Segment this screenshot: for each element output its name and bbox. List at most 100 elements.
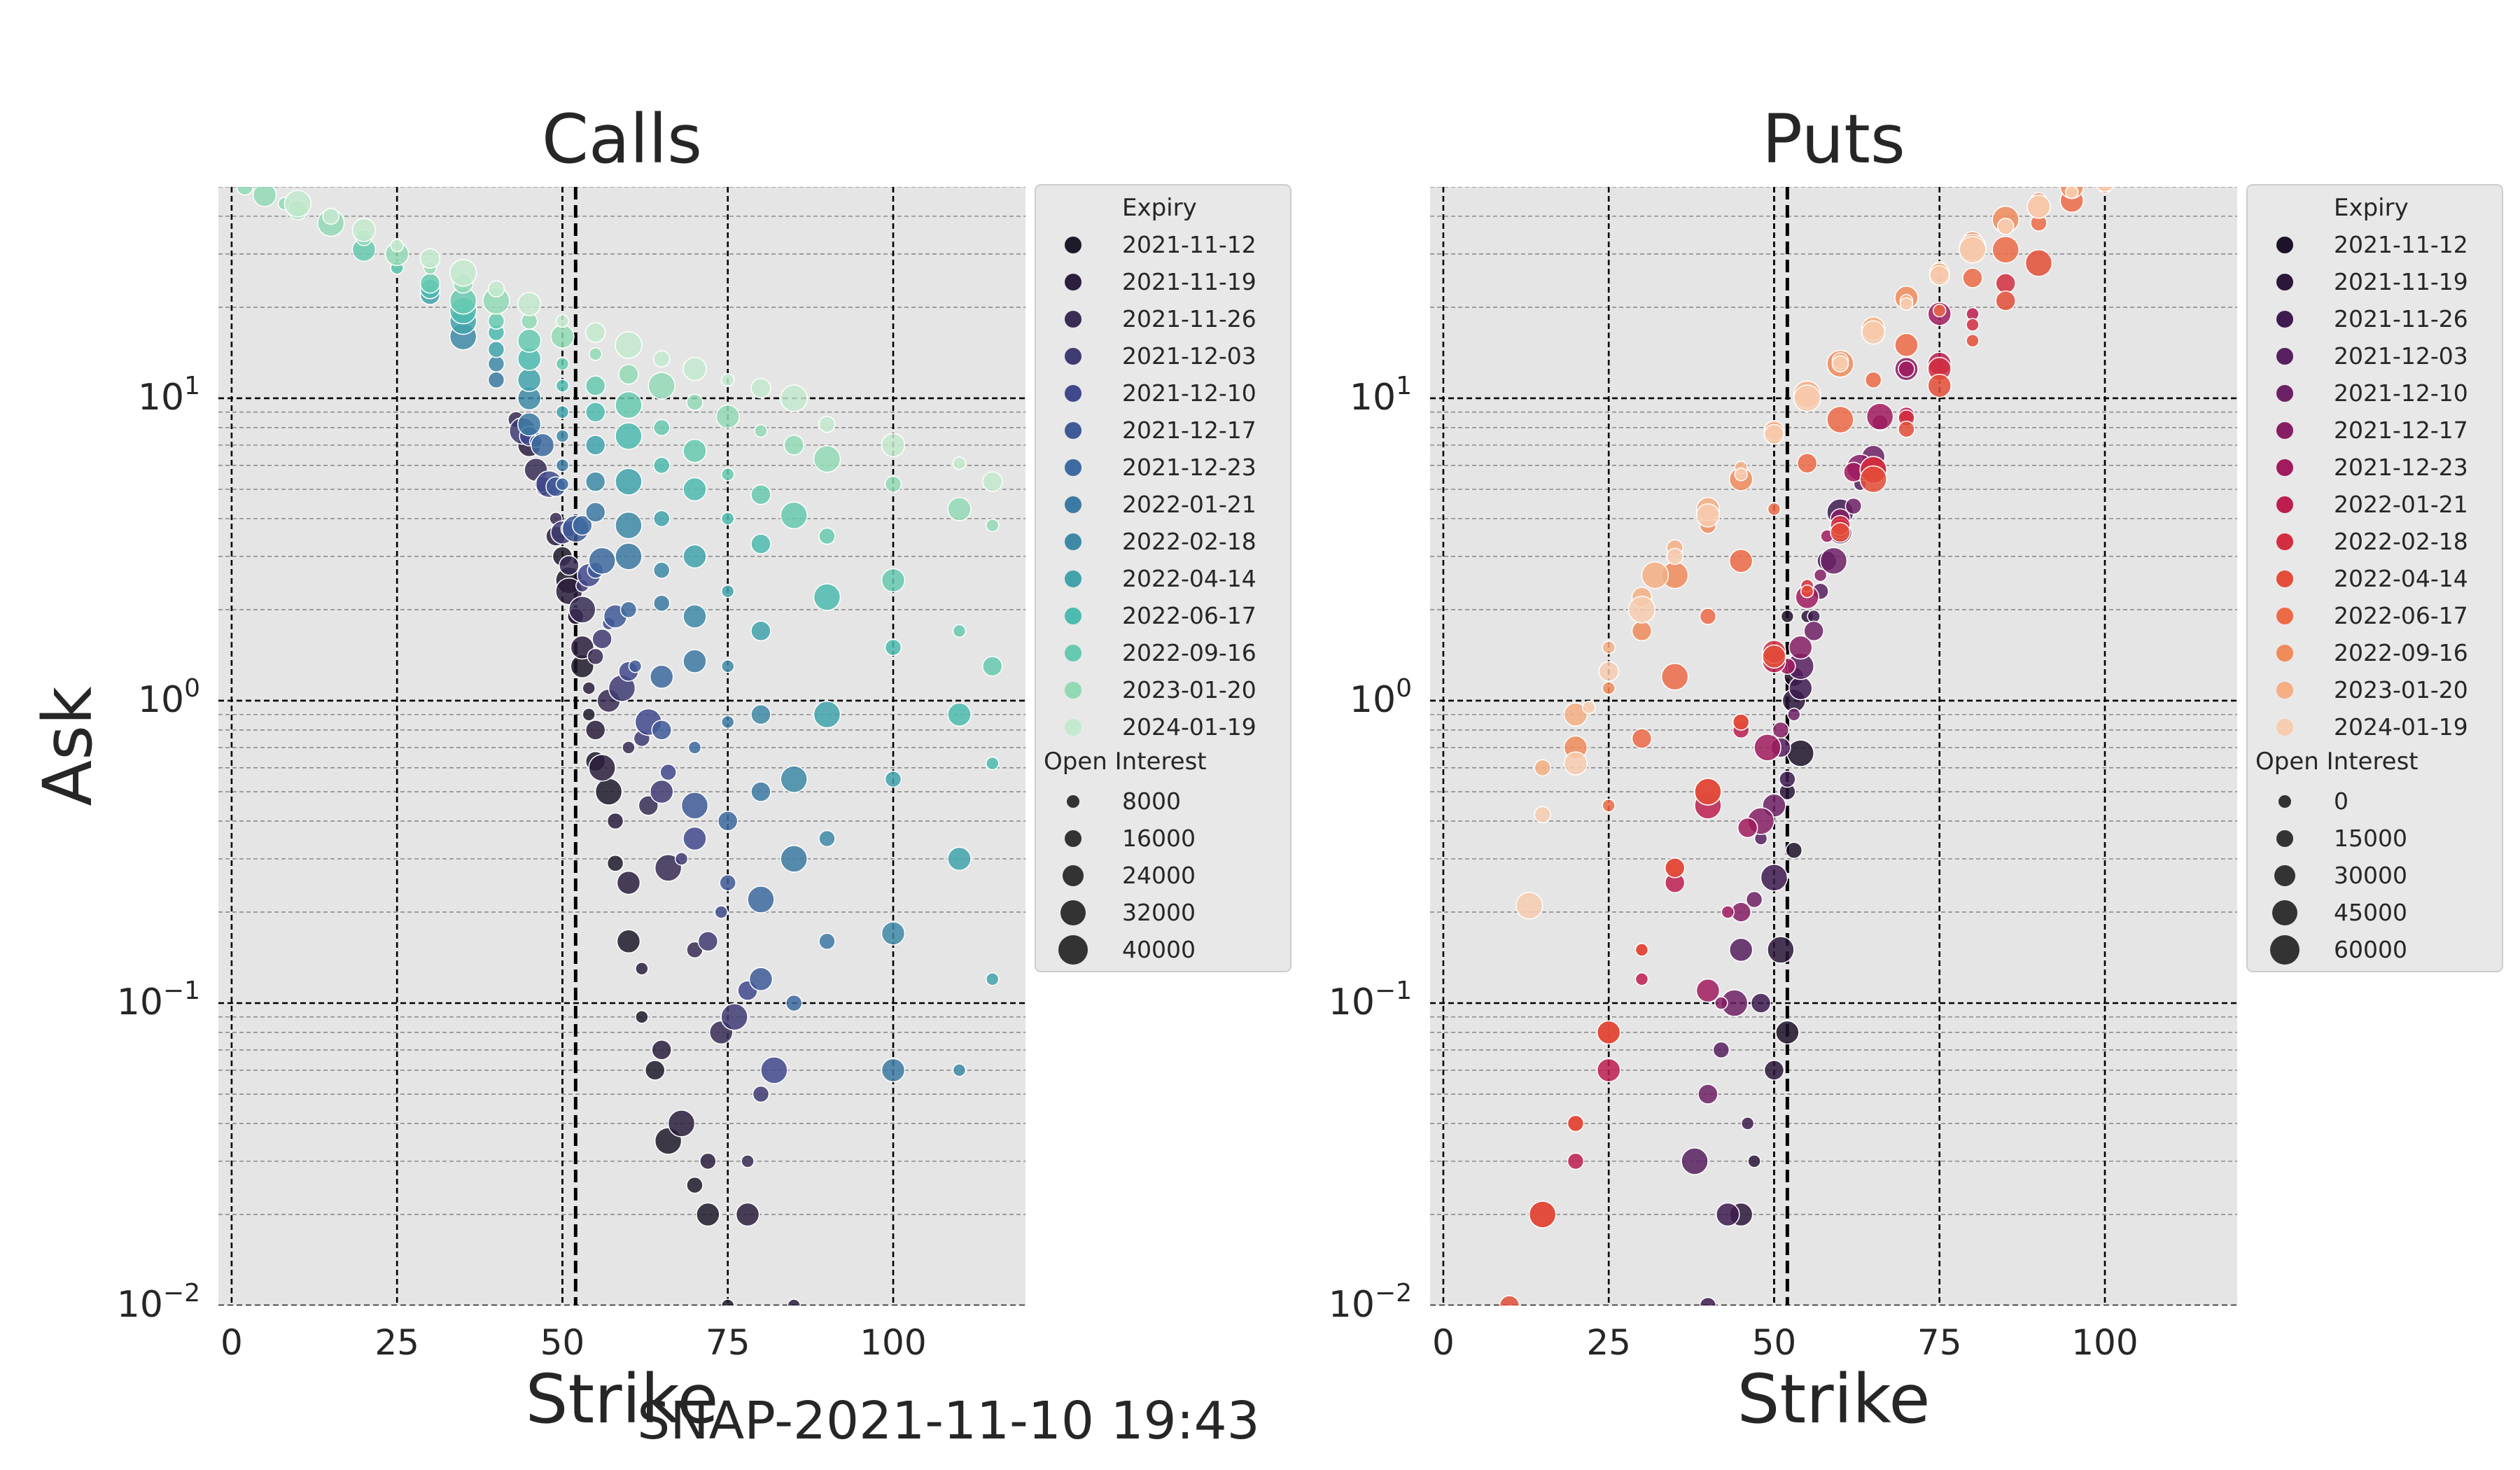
legend-hue-label: 2024-01-19 [2334,713,2468,741]
data-point [1859,465,1887,493]
scatter-points [1499,187,2114,1306]
x-tick-label: 50 [1752,1322,1797,1363]
data-point [1534,759,1551,777]
data-point [1898,420,1915,438]
data-point [584,720,606,741]
data-point [419,272,441,294]
legend-hue-marker [2276,274,2293,290]
legend-size-title: Open Interest [2255,748,2418,776]
data-point [615,468,643,496]
y-tick-label: 101 [138,372,200,419]
data-point [1567,1152,1585,1170]
data-point [783,435,804,456]
data-point [714,905,729,919]
data-point [517,292,542,316]
data-point [487,312,505,330]
data-point [584,401,606,423]
data-point [813,583,841,611]
data-point [1737,817,1758,839]
data-point [985,972,1000,986]
data-point [1634,972,1649,986]
x-tick-label: 25 [374,1322,419,1363]
data-point [818,415,836,433]
legend-hue-label: 2022-02-18 [2334,528,2468,555]
legend-size-label: 24000 [1122,862,1196,889]
data-point [952,1063,967,1077]
data-point [780,765,808,793]
data-point [390,238,404,253]
legend-hue-label: 2023-01-20 [1122,676,1256,704]
data-point [1631,728,1653,749]
data-point [1728,937,1754,962]
legend-hue-marker [2276,645,2293,662]
data-point [517,412,542,437]
data-point [818,527,836,545]
data-point [1800,584,1814,598]
x-tick-label: 25 [1586,1322,1631,1363]
data-point [881,568,906,593]
data-point [1631,620,1653,642]
data-point [1695,978,1721,1003]
data-point [1563,751,1588,776]
data-point [881,433,906,458]
data-point [652,350,671,368]
data-point [652,561,671,579]
data-point [1596,1020,1621,1045]
legend-hue-marker [1065,385,1082,402]
data-point [628,659,643,673]
legend-hue-label: 2024-01-19 [1122,713,1256,741]
panel-title: Calls [542,100,702,178]
data-point [587,648,604,666]
data-point [550,324,575,349]
data-point [884,638,902,657]
legend-hue-label: 2022-01-21 [2334,491,2468,518]
data-point [752,1085,770,1103]
data-point [699,1152,717,1170]
legend-hue-label: 2021-11-26 [2334,305,2468,332]
legend-hue-label: 2021-12-10 [1122,379,1256,407]
data-point [1747,1154,1761,1168]
data-point [568,596,596,624]
data-point [787,1298,801,1306]
data-point [1819,547,1848,575]
data-point [1734,467,1748,482]
legend-size-marker [1063,865,1084,886]
data-point [697,931,719,952]
data-point [284,190,312,218]
data-point [686,1176,704,1194]
data-point [720,1003,748,1031]
data-point [588,754,616,782]
data-point [1861,320,1886,345]
y-tick-label: 10−2 [1329,1279,1412,1326]
data-point [449,258,477,287]
x-tick-label: 75 [1917,1322,1962,1363]
data-point [555,477,570,491]
legend-hue-marker [1065,237,1082,253]
data-point [1628,596,1656,624]
data-point [741,1154,755,1168]
legend-size-label: 0 [2334,788,2348,815]
legend-hue-label: 2021-12-10 [2334,379,2468,407]
legend-hue-marker [1065,459,1082,476]
data-point [686,393,704,411]
legend-hue-label: 2022-02-18 [1122,528,1256,555]
data-point [1928,265,1950,286]
data-point [620,601,638,619]
legend-hue-marker [2276,533,2293,550]
data-point [1796,452,1818,474]
data-point [780,501,808,529]
data-point [750,484,771,505]
data-point [1664,858,1686,878]
data-point [1699,608,1717,625]
data-point [674,852,689,866]
data-point [1767,936,1795,964]
data-point [750,620,771,642]
data-point [682,356,707,382]
legend-size-marker [2274,865,2295,886]
legend-hue-marker [2276,385,2293,402]
data-point [1894,332,1919,358]
data-point [1528,1200,1557,1228]
legend: Expiry 2021-11-12 2021-11-19 2021-11-26 2021… [1035,184,1292,972]
y-tick-label: 10−1 [117,976,200,1023]
legend-hue-label: 2022-09-16 [2334,639,2468,666]
